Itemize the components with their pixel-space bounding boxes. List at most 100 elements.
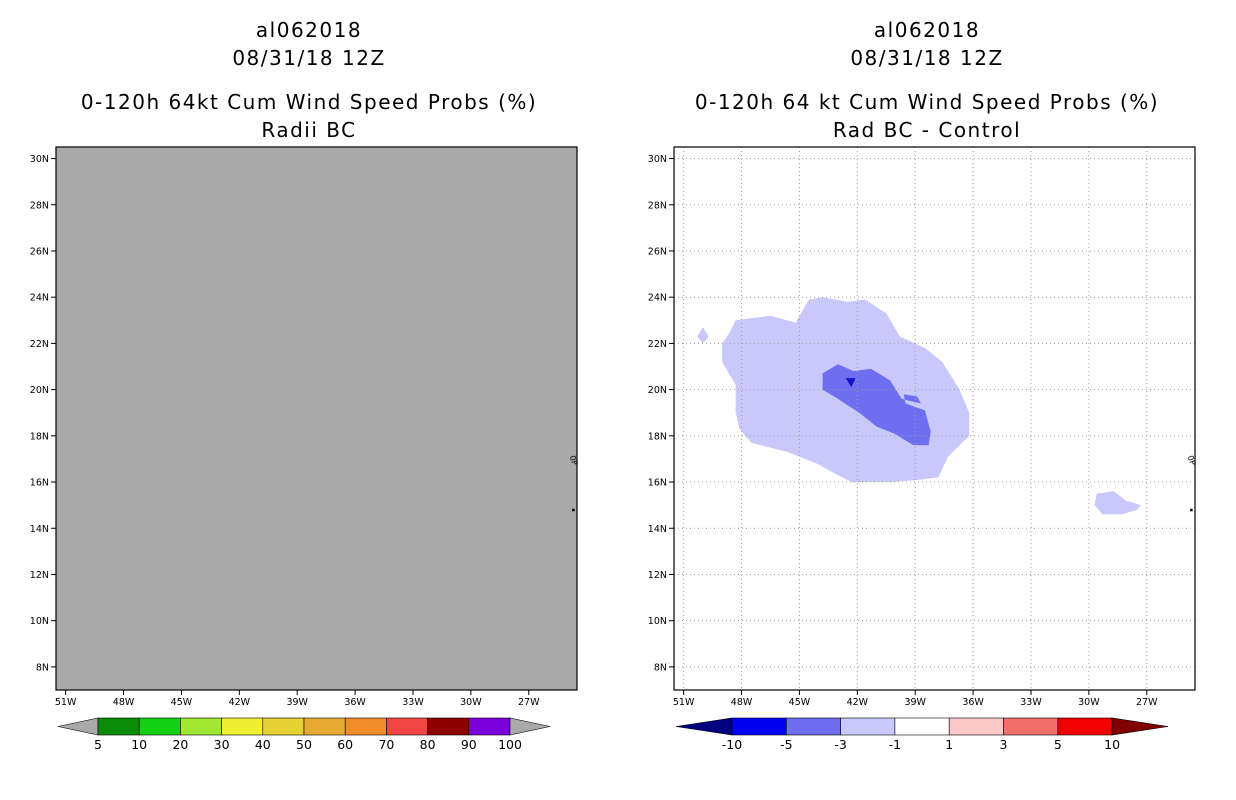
colorbar-box bbox=[948, 717, 1004, 736]
subtitle: Rad BC - Control bbox=[832, 118, 1022, 142]
colorbar-box bbox=[427, 717, 470, 736]
subtitle: Radii BC bbox=[261, 118, 357, 142]
colorbar-box bbox=[786, 717, 841, 736]
y-tick-label: 8N bbox=[654, 662, 667, 673]
storm-label: 0P bbox=[1186, 454, 1198, 467]
x-tick-label: 51W bbox=[55, 697, 77, 708]
colorbar-arrow-high bbox=[1111, 717, 1169, 736]
plot-frame bbox=[673, 146, 1196, 691]
x-tick-label: 36W bbox=[962, 697, 984, 708]
colorbar-box bbox=[1057, 717, 1113, 736]
colorbar-box bbox=[138, 717, 181, 736]
y-tick-label: 8N bbox=[36, 662, 49, 673]
y-tick-label: 16N bbox=[30, 478, 49, 489]
colorbar-label: -3 bbox=[834, 737, 846, 752]
x-tick-label: 36W bbox=[344, 697, 366, 708]
colorbar-box bbox=[262, 717, 305, 736]
product-title: 0-120h 64kt Cum Wind Speed Probs (%) bbox=[80, 90, 538, 114]
colorbar-label: 5 bbox=[94, 737, 102, 752]
storm-label: 0P bbox=[568, 454, 580, 467]
x-tick-label: 51W bbox=[673, 697, 695, 708]
colorbar-box bbox=[731, 717, 787, 736]
missing-data-field bbox=[56, 147, 577, 690]
y-tick-label: 28N bbox=[648, 200, 667, 211]
colorbar-label: 80 bbox=[420, 737, 436, 752]
colorbar-box bbox=[344, 717, 387, 736]
x-tick-label: 27W bbox=[518, 697, 540, 708]
contour-region-1 bbox=[697, 327, 709, 344]
y-tick-label: 12N bbox=[648, 570, 667, 581]
y-tick-label: 12N bbox=[30, 570, 49, 581]
panel-radii-bc: al062018 08/31/18 12Z 0-120h 64kt Cum Wi… bbox=[30, 18, 580, 752]
colorbar-label: 100 bbox=[498, 737, 522, 752]
storm-position-marker bbox=[1190, 508, 1193, 512]
y-tick-label: 14N bbox=[648, 524, 667, 535]
x-tick-label: 42W bbox=[847, 697, 869, 708]
colorbar-box bbox=[221, 717, 264, 736]
colorbar-label: 90 bbox=[461, 737, 477, 752]
x-tick-label: 39W bbox=[286, 697, 308, 708]
x-tick-label: 30W bbox=[1078, 697, 1100, 708]
x-tick-label: 48W bbox=[113, 697, 135, 708]
x-tick-label: 30W bbox=[460, 697, 482, 708]
colorbar-label: -5 bbox=[780, 737, 792, 752]
storm-position-marker bbox=[572, 508, 575, 512]
y-tick-label: 24N bbox=[648, 293, 667, 304]
colorbar-label: 70 bbox=[378, 737, 394, 752]
colorbar-arrow-high bbox=[509, 717, 551, 736]
y-tick-label: 20N bbox=[30, 385, 49, 396]
colorbar-box bbox=[303, 717, 346, 736]
x-tick-label: 48W bbox=[731, 697, 753, 708]
colorbar-box bbox=[180, 717, 222, 736]
contour-region-2 bbox=[1094, 491, 1141, 515]
colorbar-box bbox=[468, 717, 511, 736]
y-tick-label: 10N bbox=[30, 616, 49, 627]
plot-radii-bc: 30N 28N 26N 24N 22N 20N 18N 16N 14N 12N 10N 8N 51W 48… bbox=[30, 146, 580, 752]
x-tick-label: 33W bbox=[1020, 697, 1042, 708]
contour-region-4 bbox=[845, 378, 856, 388]
y-tick-label: 16N bbox=[648, 478, 667, 489]
x-tick-label: 42W bbox=[229, 697, 251, 708]
colorbar-box bbox=[894, 717, 950, 736]
product-title: 0-120h 64 kt Cum Wind Speed Probs (%) bbox=[694, 90, 1160, 114]
colorbar-label: 10 bbox=[131, 737, 147, 752]
colorbar-label: 40 bbox=[255, 737, 271, 752]
colorbar-label: -1 bbox=[889, 737, 901, 752]
y-tick-label: 20N bbox=[648, 385, 667, 396]
storm-id-title: al062018 bbox=[873, 18, 981, 42]
colorbar-label: 20 bbox=[172, 737, 188, 752]
colorbar-label: 60 bbox=[337, 737, 353, 752]
colorbar-box bbox=[97, 717, 140, 736]
colorbar-box bbox=[386, 717, 428, 736]
contour-region-3 bbox=[822, 364, 931, 446]
colorbar-arrow-low bbox=[57, 717, 99, 736]
y-tick-label: 24N bbox=[30, 293, 49, 304]
y-tick-label: 30N bbox=[30, 154, 49, 165]
storm-id-title: al062018 bbox=[255, 18, 363, 42]
colorbar-label: 10 bbox=[1104, 737, 1120, 752]
y-tick-label: 22N bbox=[648, 339, 667, 350]
colorbar-box bbox=[840, 717, 896, 736]
y-tick-label: 10N bbox=[648, 616, 667, 627]
y-tick-label: 26N bbox=[30, 246, 49, 257]
x-tick-label: 33W bbox=[402, 697, 424, 708]
date-title: 08/31/18 12Z bbox=[232, 46, 386, 70]
colorbar-box bbox=[1003, 717, 1059, 736]
plot-rad-bc-control: 30N 28N 26N 24N 22N 20N 18N 16N 14N 12N 10N 8N 51W 48… bbox=[648, 146, 1198, 752]
date-title: 08/31/18 12Z bbox=[850, 46, 1004, 70]
y-tick-label: 30N bbox=[648, 154, 667, 165]
colorbar-arrow-low bbox=[675, 717, 733, 736]
colorbar-label: -10 bbox=[722, 737, 742, 752]
x-tick-label: 27W bbox=[1136, 697, 1158, 708]
colorbar-label: 1 bbox=[945, 737, 953, 752]
y-tick-label: 26N bbox=[648, 246, 667, 257]
y-tick-label: 18N bbox=[648, 431, 667, 442]
y-tick-label: 18N bbox=[30, 431, 49, 442]
y-tick-label: 22N bbox=[30, 339, 49, 350]
x-tick-label: 39W bbox=[904, 697, 926, 708]
colorbar-label: 50 bbox=[296, 737, 312, 752]
colorbar-label: 3 bbox=[1000, 737, 1008, 752]
y-tick-label: 28N bbox=[30, 200, 49, 211]
y-tick-label: 14N bbox=[30, 524, 49, 535]
plot-frame bbox=[55, 146, 578, 691]
